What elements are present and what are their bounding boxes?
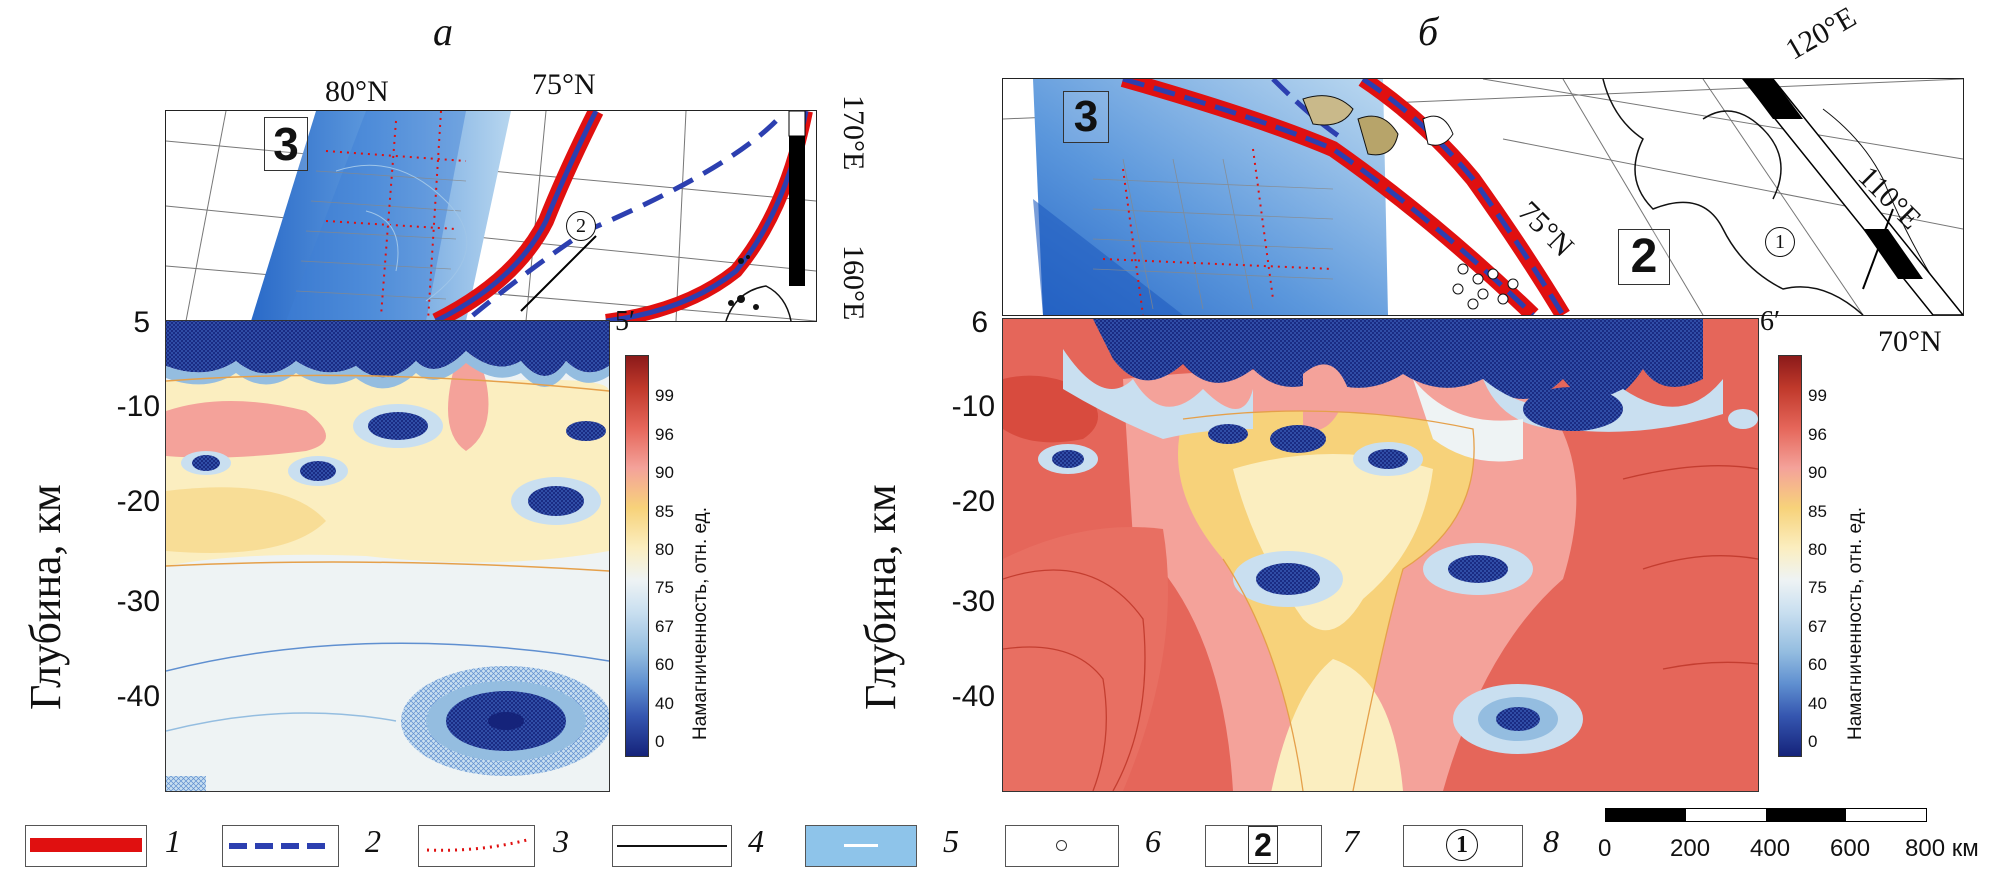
panel-b-ytick-30: -30 [951,585,995,618]
panel-a-ytick-10: -10 [116,390,160,423]
cb-a-tick-60: 60 [655,655,674,674]
legend-num-7: 7 [1343,823,1359,859]
cb-a-tick-67: 67 [655,617,674,636]
cb-b-tick-60: 60 [1808,655,1827,674]
legend-box8-label: 1 [1446,829,1478,861]
cb-a-tick-99: 99 [655,386,674,405]
cb-b-tick-0: 0 [1808,732,1818,751]
panel-b-ylabel: Глубина, км [856,484,905,710]
panel-b-section-end: 6′ [1760,306,1781,337]
legend-symbol-1 [25,825,147,867]
panel-a-colorbar [625,355,649,757]
panel-a-section-end: 5′ [615,306,636,337]
scale-tick-200: 200 [1670,835,1711,862]
graticule-bar [789,136,805,286]
legend-symbol-8: 1 [1403,825,1523,867]
cb-a-tick-40: 40 [655,694,674,713]
panel-a-map: 3 2 [165,110,817,322]
panel-b-ytick-10: -10 [951,390,995,423]
panel-b-section-graphic [1003,319,1758,791]
cb-a-tick-80: 80 [655,540,674,559]
panel-a-section [165,320,610,792]
panel-a-section-start: 5 [133,306,150,339]
panel-b-lon-120: 120°E [1780,0,1862,67]
cb-b-tick-85: 85 [1808,502,1827,521]
cb-b-tick-67: 67 [1808,617,1827,636]
panel-a-lat-75: 75°N [532,68,596,101]
cb-b-tick-99: 99 [1808,386,1827,405]
panel-a-lat-80: 80°N [325,75,389,108]
legend-num-6: 6 [1145,823,1161,859]
legend-symbol-5 [805,825,917,867]
panel-b-lows [1038,387,1758,754]
panel-a-lon-160: 160°E [837,245,870,321]
panel-b-section-start: 6 [971,306,988,339]
panel-b-section [1002,318,1759,792]
panel-a-ytick-40: -40 [116,680,160,713]
panel-b-colorbar [1778,355,1802,757]
legend-symbol-6 [1005,825,1119,867]
panel-b-ytick-40: -40 [951,680,995,713]
legend-symbol-7: 2 [1205,825,1322,867]
panel-b-box-2: 2 [1618,229,1670,285]
legend-num-8: 8 [1543,823,1559,859]
panel-a-letter: а [433,9,453,54]
panel-b-lat-70: 70°N [1878,325,1942,358]
legend-num-2: 2 [365,823,381,859]
cb-b-tick-96: 96 [1808,425,1827,444]
panel-b-ytick-20: -20 [951,485,995,518]
cb-a-tick-96: 96 [655,425,674,444]
legend-symbol-4 [612,825,732,867]
cb-b-tick-90: 90 [1808,463,1827,482]
panel-a-box-3: 3 [264,117,308,171]
panel-a-colorbar-title: Намагниченность, отн. ед. [690,506,711,740]
legend-num-3: 3 [553,823,569,859]
panel-a-lon-170: 170°E [837,95,870,171]
panel-a-ytick-20: -20 [116,485,160,518]
legend-num-5: 5 [943,823,959,859]
cb-b-tick-80: 80 [1808,540,1827,559]
panel-b-map-graphic [1003,79,1963,315]
legend-box7-label: 2 [1248,826,1278,864]
legend-symbol-2 [222,825,339,867]
cb-a-tick-0: 0 [655,732,665,751]
scale-bar [1605,808,1927,822]
panel-a-ylabel: Глубина, км [21,484,70,710]
panel-b-profile-label: 1 [1765,227,1795,257]
panel-b-map: 3 2 1 [1002,78,1964,316]
legend-symbol-3 [418,825,535,867]
scale-tick-400: 400 [1750,835,1791,862]
panel-a-section-graphic [166,321,609,791]
panel-b-box-3: 3 [1063,91,1109,143]
cb-a-tick-85: 85 [655,502,674,521]
panel-a-ytick-30: -30 [116,585,160,618]
scale-tick-600: 600 [1830,835,1871,862]
panel-a-map-graphic [166,111,816,321]
panel-b-letter: б [1418,9,1439,54]
scale-tick-800: 800 км [1905,835,1979,862]
cb-b-tick-75: 75 [1808,578,1827,597]
cb-b-tick-40: 40 [1808,694,1827,713]
cb-a-tick-90: 90 [655,463,674,482]
cb-a-tick-75: 75 [655,578,674,597]
scale-tick-0: 0 [1598,835,1612,862]
panel-b-colorbar-title: Намагниченность, отн. ед. [1845,506,1866,740]
legend-num-1: 1 [165,823,181,859]
panel-a-lows [181,404,609,776]
legend-num-4: 4 [748,823,764,859]
panel-a-profile-label: 2 [566,211,596,241]
